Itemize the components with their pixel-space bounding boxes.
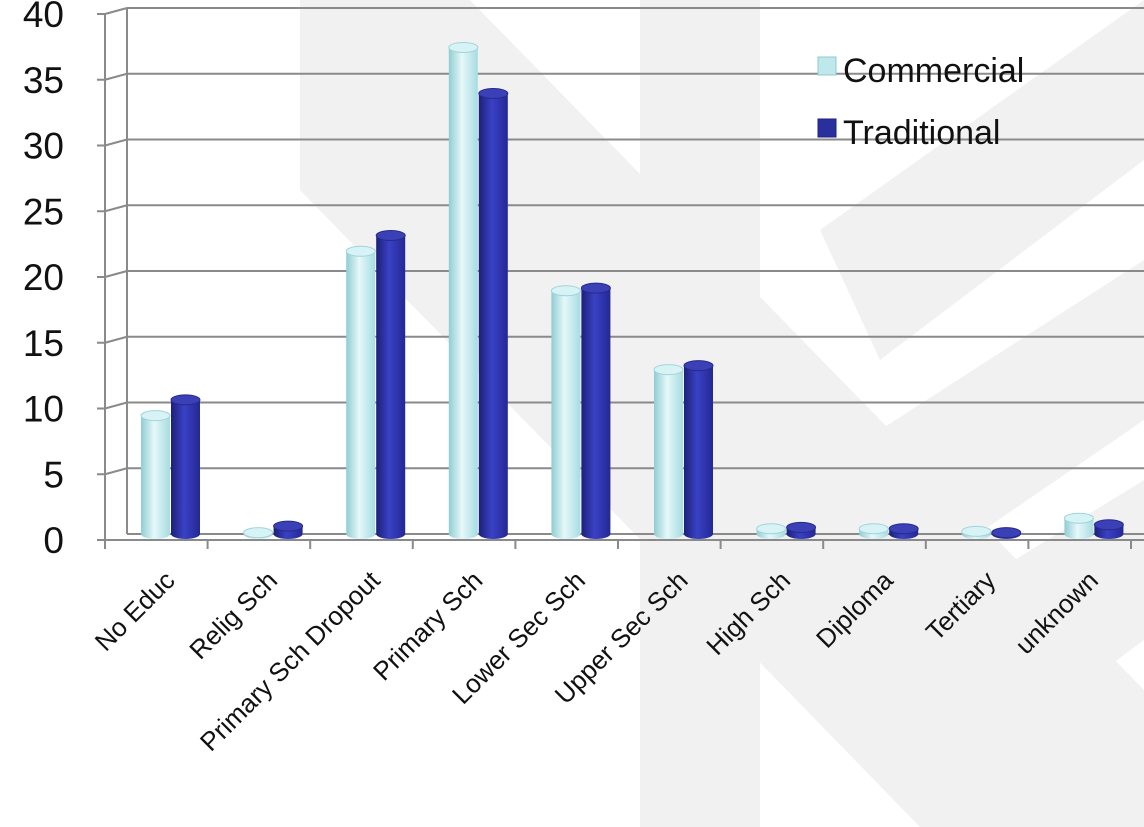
bar-traditional [375,229,406,539]
gridline-depth [104,401,128,410]
bar-body [171,399,200,539]
legend-swatch [817,56,837,76]
bar-body [551,290,581,539]
bar-top [448,41,479,53]
gridline-depth [104,335,128,344]
bar-commercial [448,41,479,539]
bar-body [346,251,376,539]
y-tick-label: 35 [23,60,64,101]
bar-top [1093,519,1124,531]
gridline-depth [104,270,128,278]
legend: Commercial Traditional [817,52,1024,152]
bar-commercial [550,285,581,539]
gridline-depth [104,138,128,147]
bar-traditional [1093,519,1124,539]
bar-top [580,282,611,294]
y-tick-label: 30 [23,126,64,167]
gridlines [104,7,1144,476]
legend-label: Commercial [843,52,1024,90]
bar-top [756,523,787,535]
bar-commercial [345,245,376,539]
bar-commercial [243,527,274,539]
y-tick-label: 10 [23,389,64,430]
y-tick-label: 5 [43,454,64,495]
gridline-depth [104,7,128,15]
bar-traditional [273,520,304,539]
legend-swatch [817,118,837,138]
bar-top [961,525,992,537]
bar-body [1064,518,1094,539]
bar-top [786,521,817,533]
bar-commercial [653,364,684,539]
bar-body [448,47,478,539]
gridline-depth [104,72,128,81]
bar-commercial [858,523,889,539]
bar-top [858,523,889,535]
x-tick-label: Relig Sch [183,565,283,665]
y-tick-label: 40 [23,0,64,35]
bar-body [376,235,406,539]
y-tick-label: 0 [43,520,64,561]
x-tick-label: No Educ [89,565,181,657]
bar-traditional [580,282,611,539]
bar-top [243,527,274,539]
bars [140,41,1124,539]
bar-top [550,285,581,297]
gridline-depth [104,204,128,213]
bar-traditional [478,87,509,539]
bar-body [581,288,611,539]
bar-top [140,410,171,422]
bar-top [273,520,304,532]
gridline-depth [104,467,128,476]
watermark-shape [950,480,1144,740]
bar-top [991,527,1022,539]
bar-top [888,523,919,535]
bar-body [654,369,683,539]
background-watermark [300,0,1144,827]
bar-top [170,394,201,406]
bar-top [1063,512,1094,524]
y-tick-label: 25 [23,191,64,232]
bar-top [653,364,684,376]
legend-item-commercial: Commercial [817,52,1024,90]
bar-traditional [786,521,817,539]
bar-traditional [170,394,201,539]
bar-body [478,93,508,539]
bar-traditional [683,360,714,539]
x-tick-label: Primary Sch Dropout [194,564,386,756]
bar-top [478,87,509,99]
bar-traditional [991,527,1022,539]
bar-top [375,229,406,241]
bar-traditional [888,523,919,539]
legend-label: Traditional [843,114,1000,152]
bar-commercial [961,525,992,539]
legend-item-traditional: Traditional [817,114,1000,152]
bar-body [684,365,713,539]
bar-top [345,245,376,257]
bar-commercial [140,410,171,539]
y-tick-label: 15 [23,323,64,364]
bar-commercial [1063,512,1094,539]
bar-body [141,415,170,539]
watermark-shape [880,260,1144,560]
bar-top [683,360,714,372]
bar-commercial [756,523,787,539]
y-tick-label: 20 [23,257,64,298]
